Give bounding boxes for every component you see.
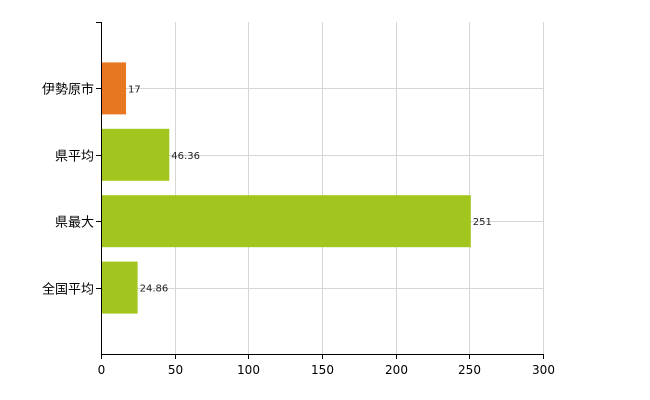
category-label-2: 県平均 xyxy=(55,150,94,165)
grid-layer xyxy=(101,22,544,354)
bar-layer xyxy=(101,62,471,314)
x-tick-label-250: 250 xyxy=(458,363,481,377)
bar-3 xyxy=(101,195,471,248)
x-tick-label-50: 50 xyxy=(168,363,183,377)
category-label-3: 県最大 xyxy=(55,216,94,231)
x-tick-label-300: 300 xyxy=(532,363,555,377)
x-tick-label-150: 150 xyxy=(311,363,334,377)
data-label-4: 24.86 xyxy=(140,284,169,295)
data-label-2: 46.36 xyxy=(171,151,200,162)
bar-2 xyxy=(101,128,170,181)
label-layer: 17 46.36 251 24.86 0 50 100 150 200 250 300 伊勢原市県平均… xyxy=(42,82,555,378)
data-label-3: 251 xyxy=(473,217,492,228)
data-label-1: 17 xyxy=(128,84,141,95)
x-tick-label-0: 0 xyxy=(98,363,106,377)
category-label-4: 全国平均 xyxy=(42,282,94,298)
x-tick-label-100: 100 xyxy=(237,363,260,377)
category-label-1: 伊勢原市 xyxy=(42,82,94,98)
bar-1 xyxy=(101,62,127,115)
axis-layer xyxy=(96,22,544,359)
x-tick-label-200: 200 xyxy=(385,363,408,377)
bar-4 xyxy=(101,261,138,314)
